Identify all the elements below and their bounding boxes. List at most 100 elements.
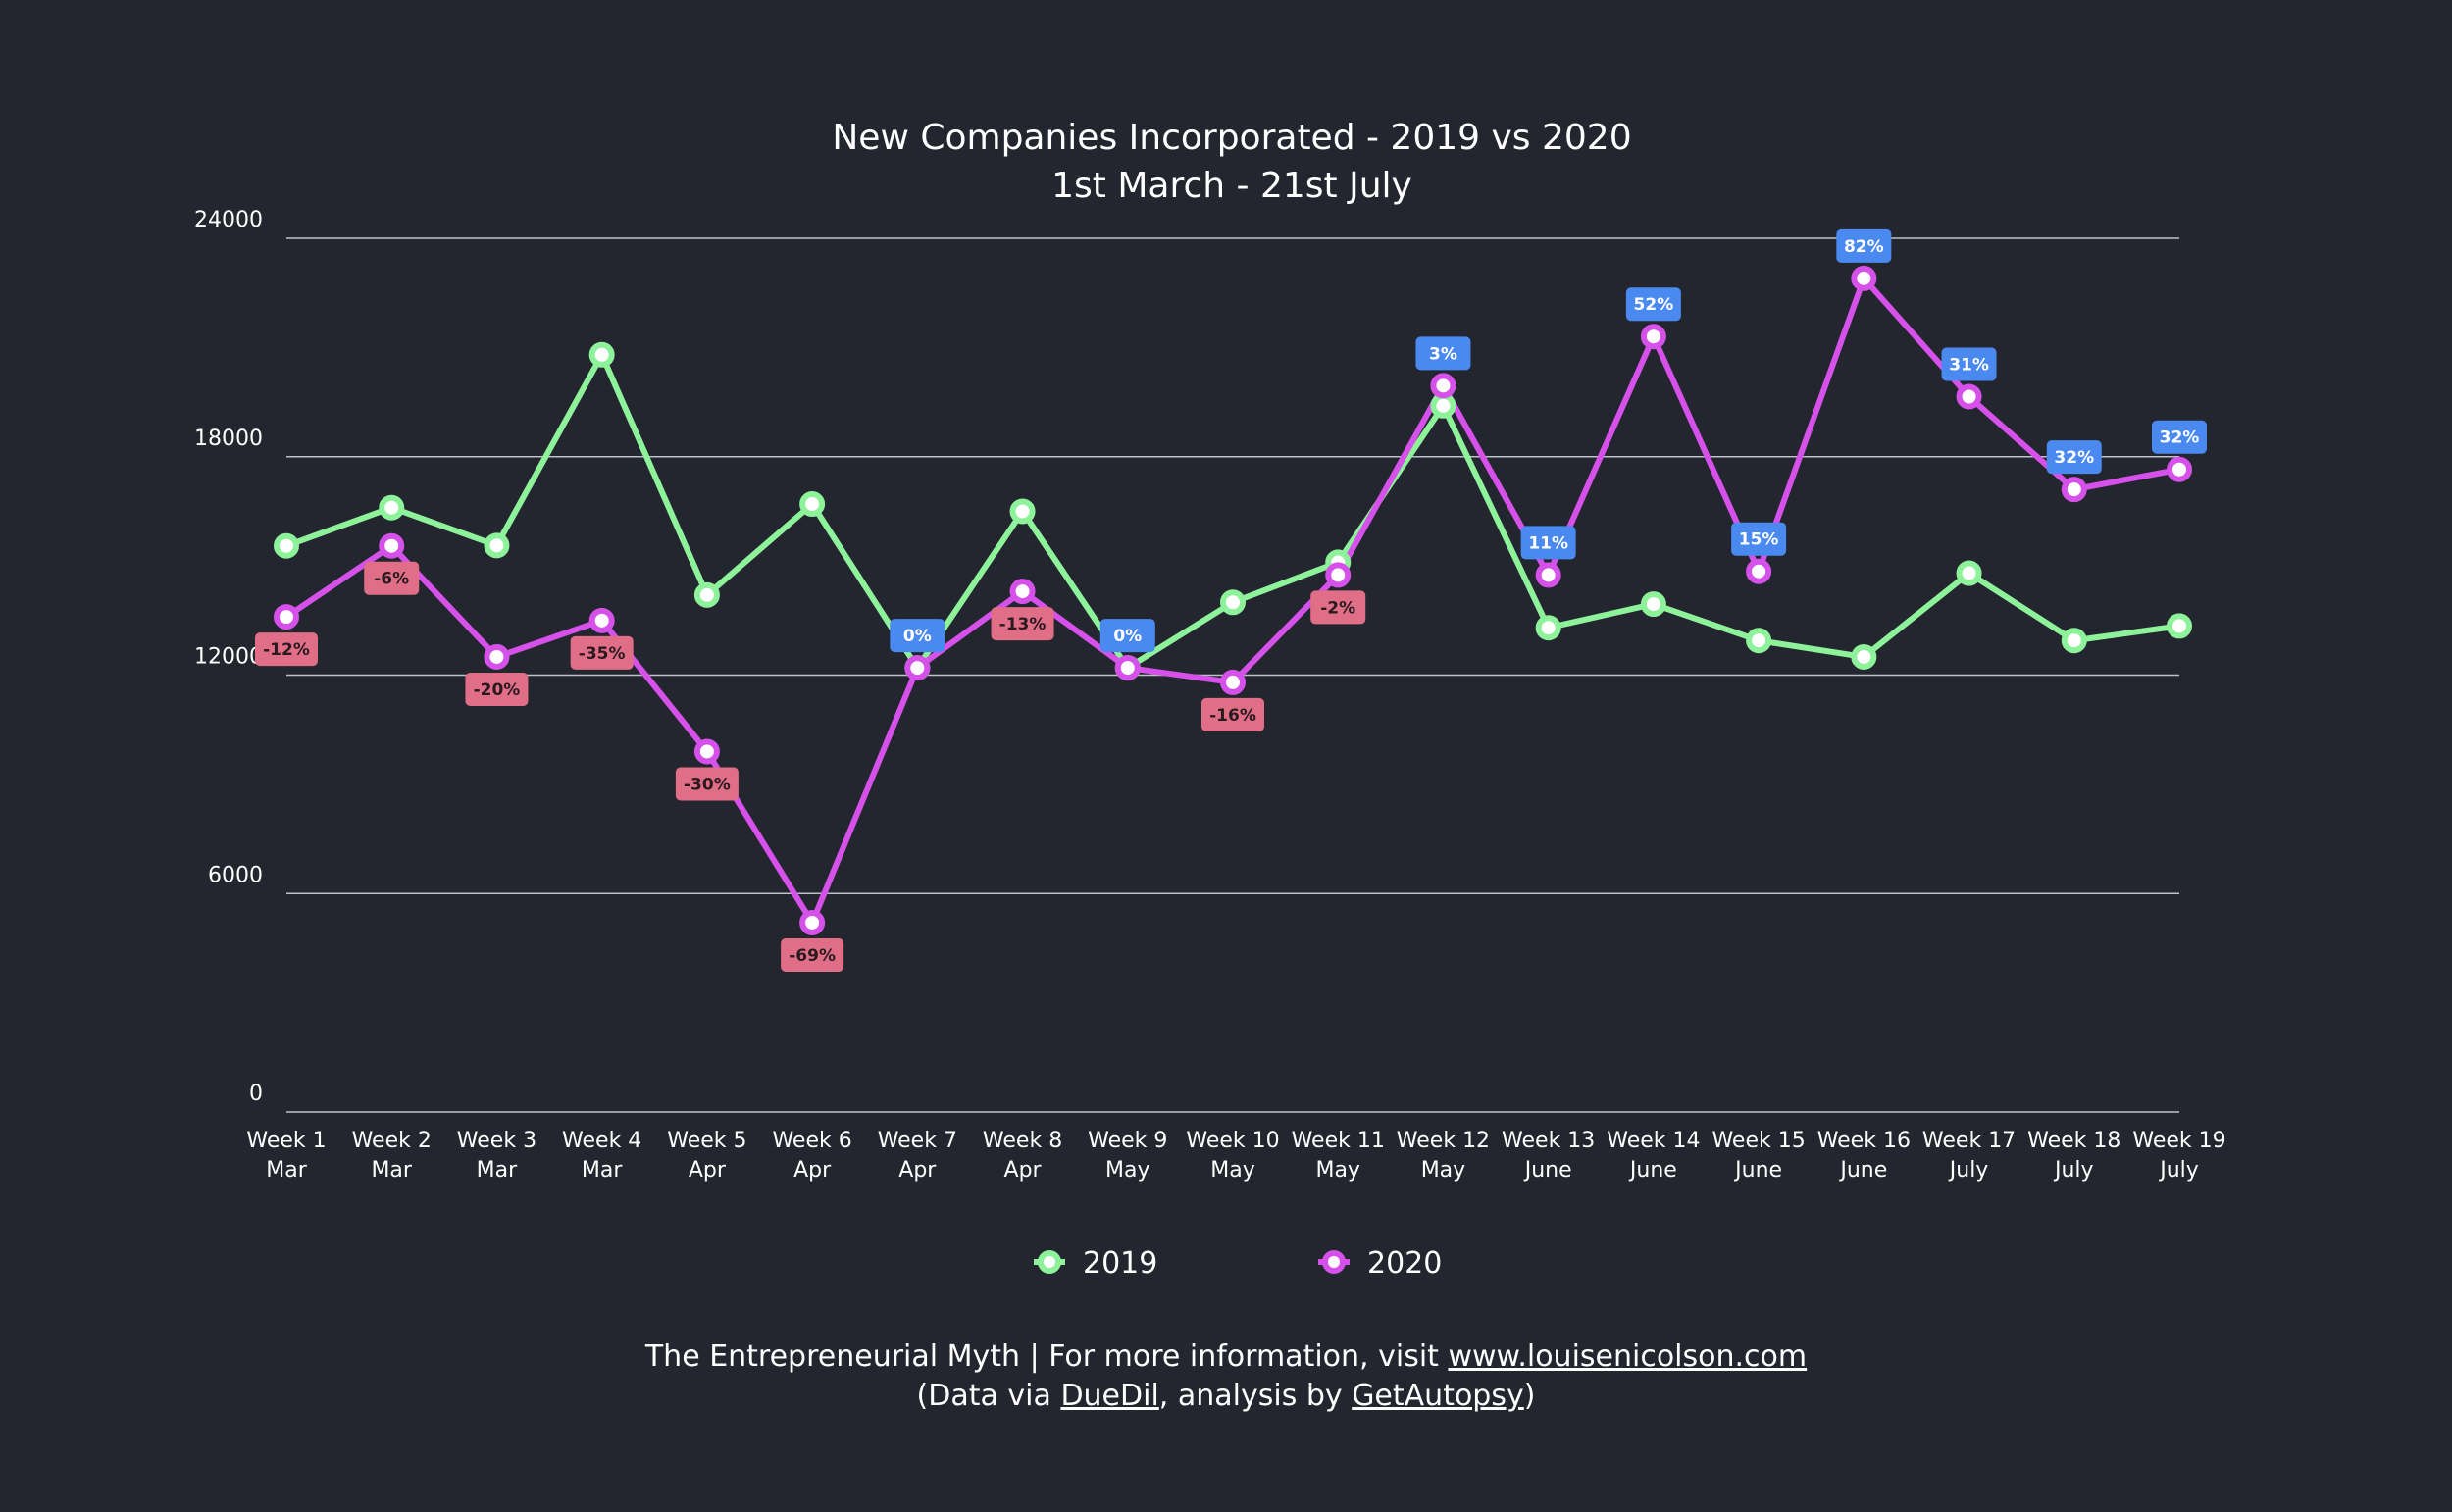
data-point-2020 bbox=[1220, 669, 1246, 695]
data-point-2020 bbox=[1009, 579, 1036, 605]
percent-change-badge: 0% bbox=[890, 619, 945, 653]
data-point-2020 bbox=[2061, 477, 2087, 503]
x-tick-label: Week 2 bbox=[352, 1129, 432, 1153]
footer-text: , analysis by bbox=[1158, 1379, 1353, 1413]
x-tick-label: Week 7 bbox=[878, 1129, 957, 1153]
x-tick-sublabel: Apr bbox=[1004, 1158, 1043, 1183]
x-tick-label: Week 19 bbox=[2132, 1129, 2225, 1153]
data-point-2020 bbox=[1535, 562, 1561, 588]
badge-label: 32% bbox=[2054, 448, 2094, 468]
badge-box bbox=[2152, 420, 2207, 454]
x-tick-label: Week 10 bbox=[1186, 1129, 1279, 1153]
x-tick-sublabel: July bbox=[1948, 1158, 1989, 1183]
chart-title: New Companies Incorporated - 2019 vs 202… bbox=[832, 118, 1631, 158]
badge-label: 32% bbox=[2160, 428, 2200, 448]
data-point-2020 bbox=[1640, 324, 1666, 350]
y-axis: 0 6000 12000 18000 24000 bbox=[194, 208, 263, 1106]
x-tick-sublabel: Mar bbox=[477, 1158, 518, 1183]
data-point-2019 bbox=[2061, 628, 2087, 654]
data-point-2020 bbox=[1746, 558, 1772, 584]
badge-label: -30% bbox=[684, 775, 731, 794]
data-point-2020 bbox=[693, 738, 720, 765]
badge-box bbox=[1625, 287, 1681, 322]
data-point-2019 bbox=[1009, 498, 1036, 525]
x-tick-sublabel: May bbox=[1210, 1158, 1254, 1183]
legend-marker bbox=[1322, 1250, 1346, 1274]
percent-change-badge: -69% bbox=[781, 937, 844, 972]
percent-change-badge: -35% bbox=[570, 635, 634, 670]
series bbox=[274, 265, 2192, 935]
x-tick-label: Week 5 bbox=[667, 1129, 746, 1153]
data-point-2019 bbox=[484, 532, 510, 559]
percent-change-badge: -20% bbox=[465, 672, 529, 706]
chart-subtitle: 1st March - 21st July bbox=[1051, 166, 1412, 206]
legend-marker bbox=[1038, 1250, 1061, 1274]
badge-label: -6% bbox=[374, 570, 409, 589]
data-point-2020 bbox=[379, 532, 405, 559]
data-point-2019 bbox=[1746, 628, 1772, 654]
data-point-2020 bbox=[588, 607, 615, 633]
x-tick-label: Week 14 bbox=[1607, 1129, 1700, 1153]
badge-label: 3% bbox=[1429, 344, 1457, 364]
website-link[interactable]: www.louisenicolson.com bbox=[1448, 1339, 1808, 1374]
data-point-2020 bbox=[274, 604, 299, 630]
x-tick-sublabel: Apr bbox=[898, 1158, 937, 1183]
badge-box bbox=[1941, 347, 1997, 381]
y-tick-label: 6000 bbox=[208, 863, 263, 887]
badge-label: 52% bbox=[1634, 295, 1674, 315]
annotations: -12% -6% -20% -35% -30% -69% 0% -13% 0% -16% -2% 3%… bbox=[255, 228, 2207, 972]
x-tick-sublabel: May bbox=[1315, 1158, 1359, 1183]
percent-change-badge: 15% bbox=[1731, 522, 1787, 556]
legend-label: 2019 bbox=[1083, 1246, 1157, 1281]
x-tick-label: Week 15 bbox=[1711, 1129, 1805, 1153]
badge-label: -13% bbox=[999, 615, 1047, 634]
percent-change-badge: 3% bbox=[1415, 336, 1471, 371]
y-tick-label: 18000 bbox=[194, 427, 263, 451]
badge-label: 31% bbox=[1949, 355, 1989, 375]
footer-line-2: (Data via DueDil, analysis by GetAutopsy… bbox=[0, 1379, 2452, 1413]
getautopsy-link[interactable]: GetAutopsy bbox=[1352, 1379, 1524, 1413]
data-point-2019 bbox=[588, 341, 615, 368]
badge-box bbox=[364, 561, 420, 595]
data-point-2020 bbox=[1956, 383, 1982, 410]
data-point-2020 bbox=[904, 655, 931, 681]
x-tick-label: Week 4 bbox=[562, 1129, 641, 1153]
footer-text: ) bbox=[1523, 1379, 1536, 1413]
badge-box bbox=[991, 607, 1054, 641]
data-point-2020 bbox=[1114, 655, 1141, 681]
data-point-2020 bbox=[1430, 373, 1456, 399]
data-point-2019 bbox=[274, 532, 299, 559]
x-tick-sublabel: Apr bbox=[793, 1158, 832, 1183]
badge-box bbox=[675, 767, 739, 801]
duedil-link[interactable]: DueDil bbox=[1060, 1379, 1159, 1413]
percent-change-badge: -16% bbox=[1201, 697, 1264, 731]
percent-change-badge: 52% bbox=[1625, 287, 1681, 322]
badge-box bbox=[1310, 590, 1366, 625]
x-tick-label: Week 12 bbox=[1397, 1129, 1490, 1153]
legend-item-2020: 2020 bbox=[1318, 1246, 1442, 1281]
x-tick-sublabel: June bbox=[1628, 1158, 1677, 1183]
badge-label: -69% bbox=[789, 946, 836, 966]
x-tick-label: Week 18 bbox=[2027, 1129, 2120, 1153]
data-point-2019 bbox=[1640, 591, 1666, 618]
badge-label: -16% bbox=[1209, 706, 1256, 726]
percent-change-badge: 31% bbox=[1941, 347, 1997, 381]
data-point-2019 bbox=[1220, 589, 1246, 616]
x-tick-sublabel: July bbox=[2053, 1158, 2094, 1183]
percent-change-badge: 82% bbox=[1836, 228, 1892, 263]
percent-change-badge: 0% bbox=[1099, 619, 1155, 653]
badge-box bbox=[1731, 522, 1787, 556]
badge-label: -12% bbox=[263, 640, 310, 660]
percent-change-badge: -12% bbox=[255, 632, 318, 667]
data-point-2020 bbox=[2167, 456, 2192, 482]
percent-change-badge: 11% bbox=[1520, 526, 1576, 560]
percent-change-badge: -13% bbox=[991, 607, 1054, 641]
x-tick-sublabel: Apr bbox=[689, 1158, 727, 1183]
y-tick-label: 0 bbox=[249, 1082, 263, 1106]
badge-label: 0% bbox=[1113, 627, 1142, 646]
x-tick-label: Week 3 bbox=[457, 1129, 536, 1153]
x-tick-sublabel: Mar bbox=[266, 1158, 307, 1183]
y-tick-label: 24000 bbox=[194, 208, 263, 232]
badge-box bbox=[1201, 697, 1264, 731]
